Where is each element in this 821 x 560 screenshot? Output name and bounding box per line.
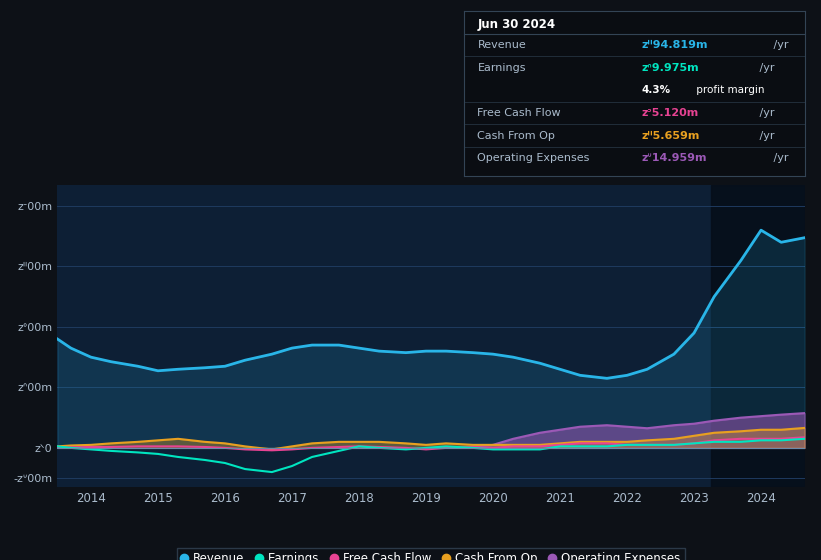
- Text: zᐣ5.120m: zᐣ5.120m: [641, 108, 699, 118]
- Text: zᐦ94.819m: zᐦ94.819m: [641, 40, 708, 50]
- Bar: [711, 185, 805, 487]
- Text: Jun 30 2024: Jun 30 2024: [478, 18, 556, 31]
- Text: zᐦ5.659m: zᐦ5.659m: [641, 130, 699, 141]
- Text: /yr: /yr: [770, 40, 788, 50]
- Text: zᐡ14.959m: zᐡ14.959m: [641, 153, 707, 164]
- Text: /yr: /yr: [770, 153, 788, 164]
- Text: /yr: /yr: [755, 130, 774, 141]
- Text: Earnings: Earnings: [478, 63, 526, 73]
- Text: Operating Expenses: Operating Expenses: [478, 153, 589, 164]
- Text: 4.3%: 4.3%: [641, 86, 670, 95]
- Legend: Revenue, Earnings, Free Cash Flow, Cash From Op, Operating Expenses: Revenue, Earnings, Free Cash Flow, Cash …: [177, 548, 686, 560]
- Text: /yr: /yr: [755, 108, 774, 118]
- Text: Revenue: Revenue: [478, 40, 526, 50]
- Text: Free Cash Flow: Free Cash Flow: [478, 108, 561, 118]
- Text: Cash From Op: Cash From Op: [478, 130, 555, 141]
- Text: /yr: /yr: [755, 63, 774, 73]
- Text: zᐢ9.975m: zᐢ9.975m: [641, 63, 699, 73]
- Text: profit margin: profit margin: [693, 86, 764, 95]
